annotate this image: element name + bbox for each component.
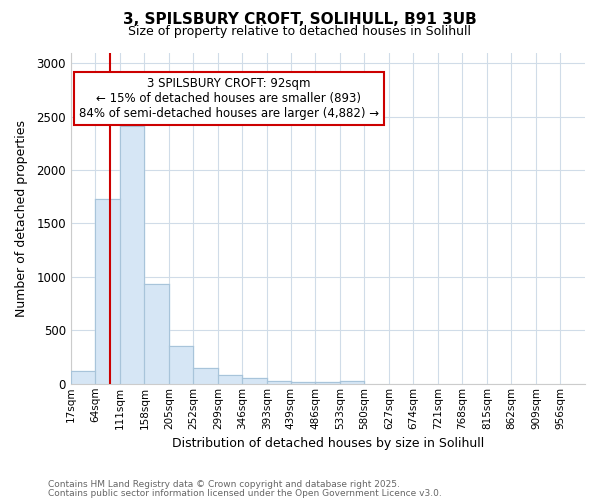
Text: Contains public sector information licensed under the Open Government Licence v3: Contains public sector information licen… — [48, 488, 442, 498]
Text: 3 SPILSBURY CROFT: 92sqm
← 15% of detached houses are smaller (893)
84% of semi-: 3 SPILSBURY CROFT: 92sqm ← 15% of detach… — [79, 77, 379, 120]
Y-axis label: Number of detached properties: Number of detached properties — [15, 120, 28, 316]
Text: Size of property relative to detached houses in Solihull: Size of property relative to detached ho… — [128, 25, 472, 38]
Text: Contains HM Land Registry data © Crown copyright and database right 2025.: Contains HM Land Registry data © Crown c… — [48, 480, 400, 489]
Text: 3, SPILSBURY CROFT, SOLIHULL, B91 3UB: 3, SPILSBURY CROFT, SOLIHULL, B91 3UB — [123, 12, 477, 28]
X-axis label: Distribution of detached houses by size in Solihull: Distribution of detached houses by size … — [172, 437, 484, 450]
